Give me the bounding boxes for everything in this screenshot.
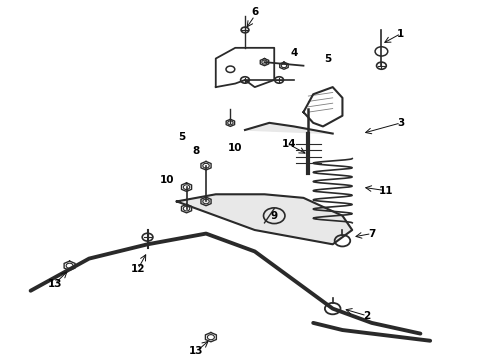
Text: 2: 2 [363,311,370,321]
Polygon shape [245,123,333,134]
Text: 5: 5 [178,132,185,142]
Text: 12: 12 [130,264,145,274]
Text: 9: 9 [270,211,278,221]
Text: 13: 13 [189,346,203,356]
Text: 13: 13 [48,279,62,289]
Text: 6: 6 [251,7,258,17]
Text: 1: 1 [397,28,405,39]
Text: 7: 7 [368,229,375,239]
Polygon shape [177,194,352,244]
Text: 3: 3 [397,118,405,128]
Text: 10: 10 [228,143,243,153]
Text: 11: 11 [379,186,393,196]
Text: 10: 10 [160,175,174,185]
Text: 8: 8 [193,147,200,157]
Text: 4: 4 [290,48,297,58]
Text: 14: 14 [282,139,296,149]
Text: 5: 5 [324,54,331,64]
